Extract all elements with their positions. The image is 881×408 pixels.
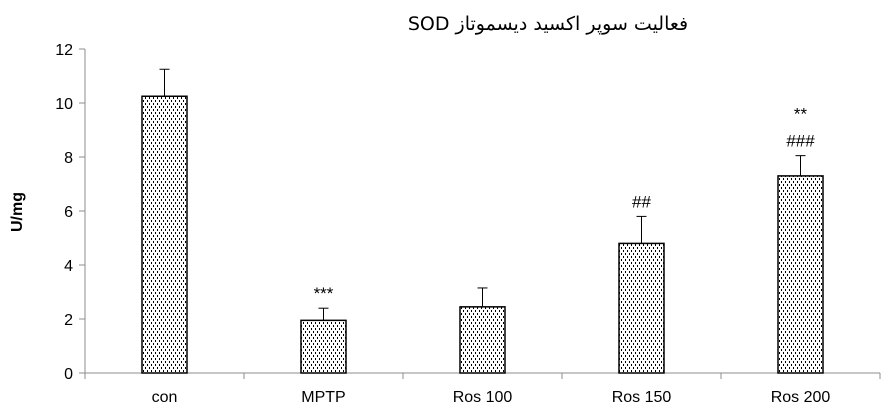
y-tick-label: 8 [64, 150, 73, 167]
significance-marker: ** [794, 105, 808, 124]
x-category-label: MPTP [301, 389, 345, 406]
bar-mptp [300, 319, 347, 374]
x-category-label: con [152, 389, 178, 406]
significance-marker: ## [632, 192, 651, 211]
y-tick-label: 4 [64, 258, 73, 275]
y-axis-label: U/mg [9, 192, 26, 232]
bar-ros-150 [618, 242, 665, 374]
x-category-labels: con MPTP Ros 100 Ros 150 Ros 200 [152, 389, 831, 406]
chart-title: فعالیت سوپر اکسید دیسموتاز SOD [408, 13, 688, 35]
x-category-label: Ros 100 [453, 389, 513, 406]
significance-marker: *** [314, 284, 334, 303]
bar-ros-200 [777, 175, 824, 374]
y-tick-label: 0 [64, 366, 73, 383]
x-category-label: Ros 150 [612, 389, 672, 406]
bar-ros-100 [459, 306, 506, 374]
y-tick-label: 6 [64, 204, 73, 221]
significance-marker: ### [786, 132, 815, 151]
error-bars [159, 68, 806, 321]
y-tick-label: 12 [55, 42, 73, 59]
bar-con [141, 95, 188, 374]
significance-annotations: *** ## ** ### [314, 105, 816, 304]
bars [141, 95, 824, 374]
y-tick-label: 10 [55, 96, 73, 113]
x-category-label: Ros 200 [771, 389, 831, 406]
y-tick-labels: 0 2 4 6 8 10 12 [55, 42, 73, 383]
y-tick-label: 2 [64, 312, 73, 329]
